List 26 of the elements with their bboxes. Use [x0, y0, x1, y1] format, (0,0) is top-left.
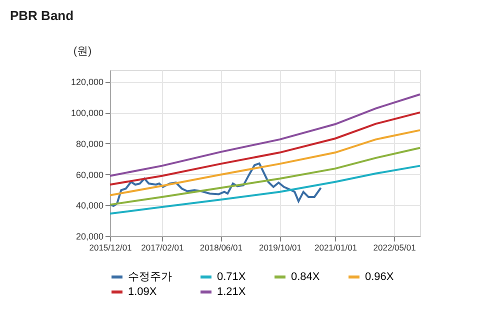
- x-tick-label: 2015/12/01: [89, 242, 132, 252]
- x-tick-label: 2021/01/01: [314, 242, 358, 252]
- line-series: [109, 162, 322, 207]
- x-tick-label: 2019/10/01: [258, 242, 302, 252]
- y-tick-label: 40,000: [76, 200, 104, 211]
- y-tick-label: 80,000: [76, 138, 104, 149]
- line-series: [109, 164, 421, 215]
- legend-label: 0.84X: [291, 271, 320, 283]
- chart-title: PBR Band: [10, 8, 74, 23]
- legend-label: 0.71X: [217, 271, 246, 283]
- x-tick-label: 2017/02/01: [141, 242, 184, 252]
- x-tick-label: 2022/05/01: [373, 242, 416, 252]
- y-tick-label: 60,000: [76, 170, 104, 180]
- legend-label: 수정주가: [128, 271, 172, 283]
- y-tick-label: 20,000: [76, 232, 104, 242]
- legend-label: 0.96X: [365, 271, 394, 283]
- legend-label: 1.21X: [217, 286, 246, 298]
- y-axis-title: (원): [73, 46, 92, 58]
- legend-label: 1.09X: [128, 286, 158, 298]
- line-series: [109, 93, 421, 177]
- line-series: [109, 111, 421, 186]
- x-tick-label: 2018/06/01: [200, 242, 243, 252]
- y-tick-label: 120,000: [70, 77, 104, 88]
- line-series: [109, 129, 421, 196]
- y-tick-label: 100,000: [70, 108, 104, 118]
- line-series: [109, 146, 421, 206]
